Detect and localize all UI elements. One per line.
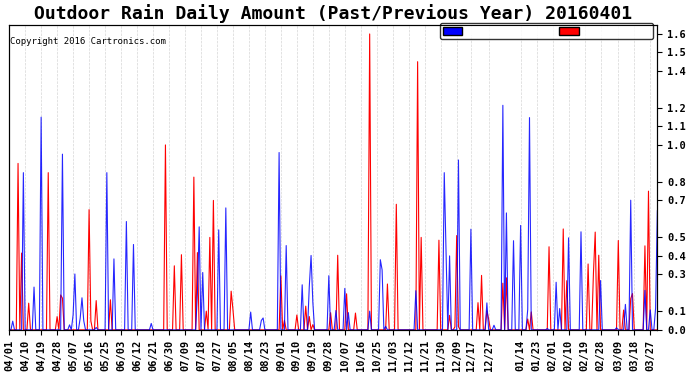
Past (Inches) — [69, 328, 77, 332]
Previous (Inches) — [138, 328, 146, 332]
Previous (Inches) — [5, 328, 13, 332]
Line: Previous (Inches): Previous (Inches) — [9, 105, 658, 330]
Previous (Inches) — [449, 328, 457, 332]
Past (Inches) — [486, 328, 495, 332]
Past (Inches) — [366, 32, 374, 36]
Past (Inches) — [115, 328, 124, 332]
Text: Copyright 2016 Cartronics.com: Copyright 2016 Cartronics.com — [10, 37, 166, 46]
Past (Inches) — [5, 328, 13, 332]
Past (Inches) — [653, 328, 662, 332]
Line: Past (Inches): Past (Inches) — [9, 34, 658, 330]
Past (Inches) — [138, 328, 146, 332]
Legend: Previous (Inches), Past (Inches): Previous (Inches), Past (Inches) — [440, 24, 653, 39]
Previous (Inches) — [355, 328, 363, 332]
Past (Inches) — [451, 325, 459, 329]
Previous (Inches) — [115, 328, 124, 332]
Previous (Inches) — [653, 209, 662, 213]
Previous (Inches) — [499, 103, 507, 108]
Past (Inches) — [355, 328, 363, 332]
Previous (Inches) — [69, 313, 77, 317]
Title: Outdoor Rain Daily Amount (Past/Previous Year) 20160401: Outdoor Rain Daily Amount (Past/Previous… — [34, 4, 632, 23]
Previous (Inches) — [484, 328, 493, 332]
